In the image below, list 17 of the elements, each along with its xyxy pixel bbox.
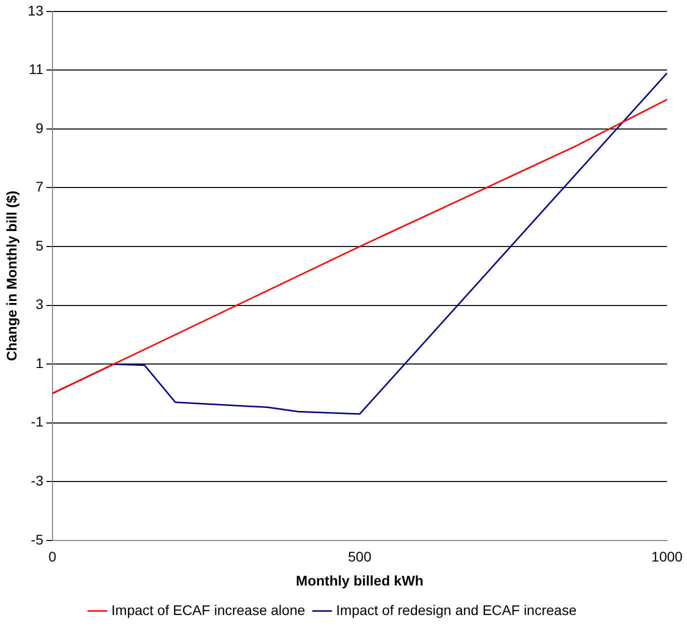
x-tick-label: 0 [48,548,56,565]
y-tick-label: 13 [28,2,44,18]
legend-label: Impact of redesign and ECAF increase [336,602,577,618]
y-tick-label: 5 [36,237,44,254]
y-axis-title: Change in Monthly bill ($) [3,190,20,362]
y-tick-label: 9 [36,120,44,136]
y-tick-label: 3 [36,296,44,312]
x-tick-label: 500 [348,548,372,565]
x-tick-label: 1000 [651,548,683,565]
x-axis-title: Monthly billed kWh [296,572,424,588]
y-tick-label: 7 [36,178,44,195]
y-tick-label: -5 [30,531,44,548]
y-tick-label: 1 [36,354,44,371]
legend-label: Impact of ECAF increase alone [111,602,306,618]
y-tick-label: -3 [30,472,44,488]
y-tick-label: 11 [28,61,44,78]
y-tick-label: -1 [30,414,44,430]
